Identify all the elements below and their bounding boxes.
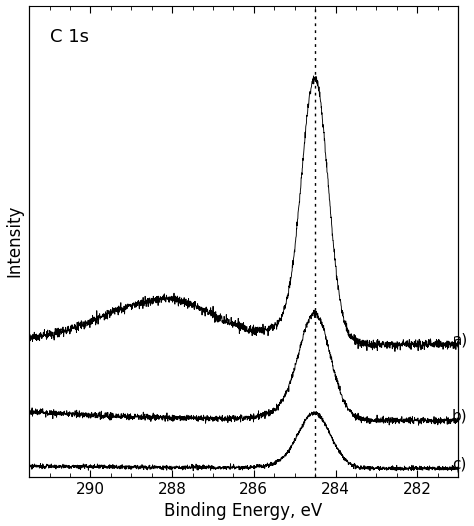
Text: b): b) [452,409,467,423]
Y-axis label: Intensity: Intensity [6,205,24,278]
Text: a): a) [452,332,467,347]
Text: C 1s: C 1s [50,28,89,46]
Text: c): c) [452,457,466,471]
X-axis label: Binding Energy, eV: Binding Energy, eV [164,502,323,520]
